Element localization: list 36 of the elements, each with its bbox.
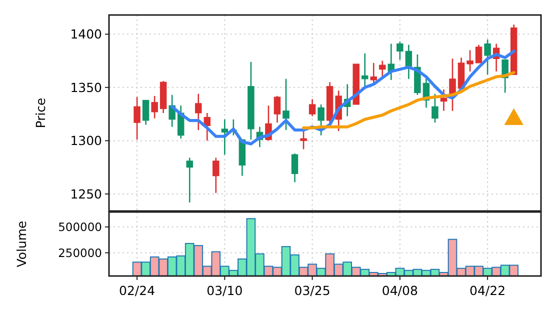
candlestick — [300, 130, 307, 150]
candlestick — [186, 157, 193, 204]
y-axis-title: Price — [33, 97, 48, 128]
y-tick-label: 1250 — [70, 186, 102, 202]
x-tick-label: 03/25 — [294, 283, 330, 298]
candlestick — [195, 93, 202, 131]
x-tick-label: 04/08 — [382, 283, 418, 298]
candlestick — [221, 118, 228, 156]
candlestick — [449, 58, 456, 112]
x-tick-label: 04/22 — [470, 283, 506, 298]
candlestick — [212, 157, 220, 194]
candlestick — [405, 44, 412, 80]
candlestick — [318, 104, 324, 136]
candlestick — [362, 52, 368, 88]
y-tick-label: 1300 — [70, 133, 102, 148]
candlestick — [432, 93, 438, 124]
y-axis-title: Volume — [14, 220, 29, 268]
candlestick — [282, 78, 290, 131]
candlestick — [308, 98, 316, 117]
candlestick — [134, 96, 140, 140]
y-tick-label: 1400 — [70, 26, 102, 42]
y-tick-label: 250000 — [58, 246, 102, 260]
candlestick — [142, 100, 150, 126]
candlestick — [274, 95, 281, 124]
candlestick — [291, 152, 298, 183]
y-tick-label: 500000 — [58, 220, 102, 234]
candlestick — [379, 60, 386, 78]
candlestick — [151, 95, 158, 119]
y-tick-label: 1350 — [70, 80, 102, 95]
candlestick — [396, 40, 404, 60]
candlestick — [466, 50, 474, 72]
x-tick-label: 03/10 — [206, 283, 243, 298]
candlestick — [440, 88, 448, 112]
x-tick-label: 02/24 — [119, 283, 156, 298]
candlestick — [475, 44, 482, 64]
candlestick — [484, 38, 491, 76]
